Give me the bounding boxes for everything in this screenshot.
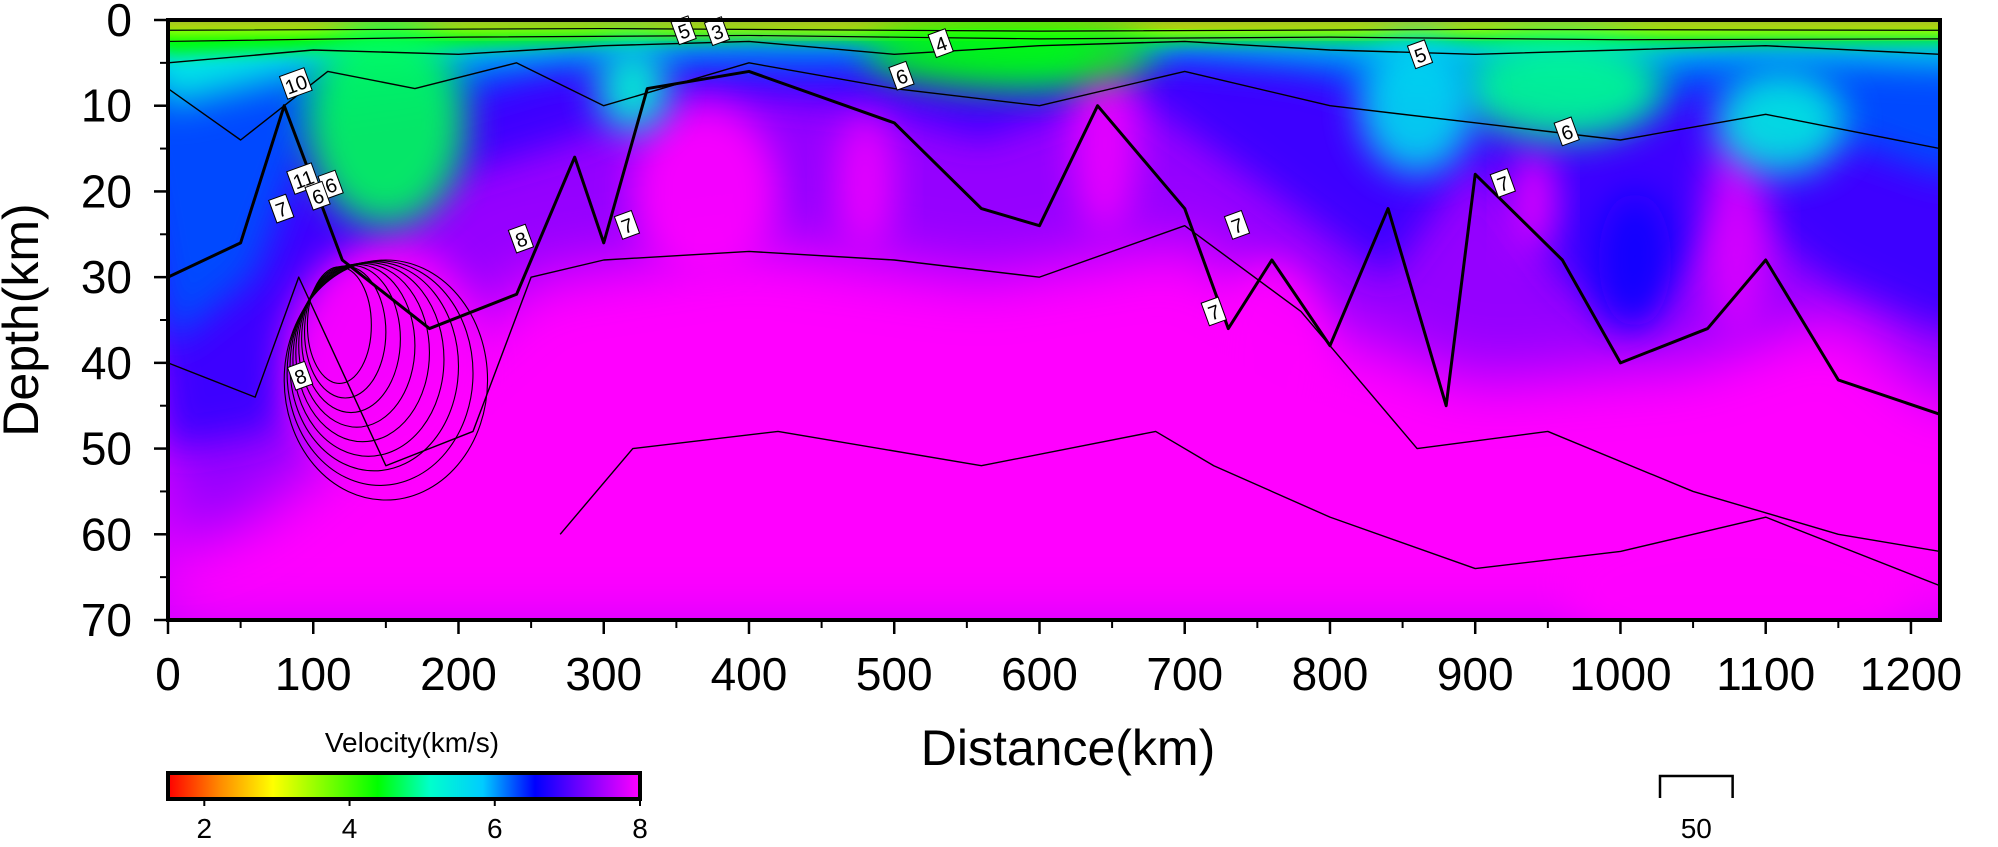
contour-label: 8 [507,223,535,254]
scale-bar: 50 [1658,774,1734,844]
contour-label: 8 [286,360,314,391]
colorbar-tick-label: 4 [342,813,358,844]
contour-line [168,34,1940,43]
contour-line [301,264,401,414]
contour-line [168,69,1940,416]
contour-label: 5 [670,15,697,46]
scale-bar-label: 50 [1681,813,1712,844]
plot-area [168,20,1940,620]
contour-label: 4 [927,28,954,59]
contour-label: 7 [1489,167,1517,198]
y-tick-label: 0 [106,0,132,46]
velocity-field [168,20,1940,620]
contour-line [168,27,1940,32]
colorbar-ticks: 2 4 6 8 [197,799,648,844]
x-tick-label: 900 [1437,648,1514,700]
contour-line [168,40,1940,64]
y-axis: 0 10 20 30 40 50 60 70 [81,0,168,646]
x-tick-label: 400 [711,648,788,700]
x-axis-label: Distance(km) [921,720,1215,776]
x-tick-label: 100 [275,648,352,700]
contour-line [559,430,1940,587]
contour-label: 10 [278,67,313,100]
contour-lines [168,27,1940,587]
x-tick-label: 300 [565,648,642,700]
colorbar-tick-label: 2 [197,813,213,844]
x-tick-label: 0 [155,648,181,700]
contour-label: 5 [1406,39,1434,70]
x-axis: 0 100 200 300 400 500 600 700 800 900 1000 1100 1200 [155,620,1962,700]
x-tick-label: 1000 [1569,648,1671,700]
colorbar-gradient [166,771,642,801]
contour-label: 3 [703,16,731,47]
x-tick-label: 500 [856,648,933,700]
contour-line [283,259,489,501]
contour-line [286,260,474,486]
contour-label: 6 [888,60,915,91]
y-tick-label: 50 [81,423,132,475]
y-tick-label: 20 [81,165,132,217]
y-tick-label: 40 [81,337,132,389]
y-axis-label: Depth(km) [0,203,49,436]
contour-label: 7 [613,209,641,240]
y-tick-label: 70 [81,594,132,646]
colorbar-tick-label: 6 [487,813,503,844]
contour-label: 6 [1553,116,1580,147]
y-tick-label: 10 [81,80,132,132]
scale-bar-line [1658,774,1734,798]
y-tick-label: 60 [81,508,132,560]
x-tick-label: 1200 [1860,648,1962,700]
x-tick-label: 200 [420,648,497,700]
x-tick-label: 600 [1001,648,1078,700]
contour-line [168,225,1940,553]
contour-line [306,266,372,384]
contour-label: 7 [268,193,295,224]
colorbar-tick-label: 8 [632,813,648,844]
contour-line [295,262,430,443]
y-tick-label: 30 [81,251,132,303]
x-tick-label: 1100 [1716,648,1815,700]
x-tick-label: 700 [1146,648,1223,700]
contour-label: 6 [304,180,331,211]
x-tick-label: 800 [1292,648,1369,700]
colorbar-label: Velocity(km/s) [325,727,499,758]
contour-line [292,262,445,457]
contour-line [298,263,416,428]
contour-line [303,265,387,399]
colorbar: Velocity(km/s) 2 4 6 8 [166,727,648,844]
contour-label: 7 [1223,209,1251,240]
contour-label: 7 [1200,296,1227,327]
